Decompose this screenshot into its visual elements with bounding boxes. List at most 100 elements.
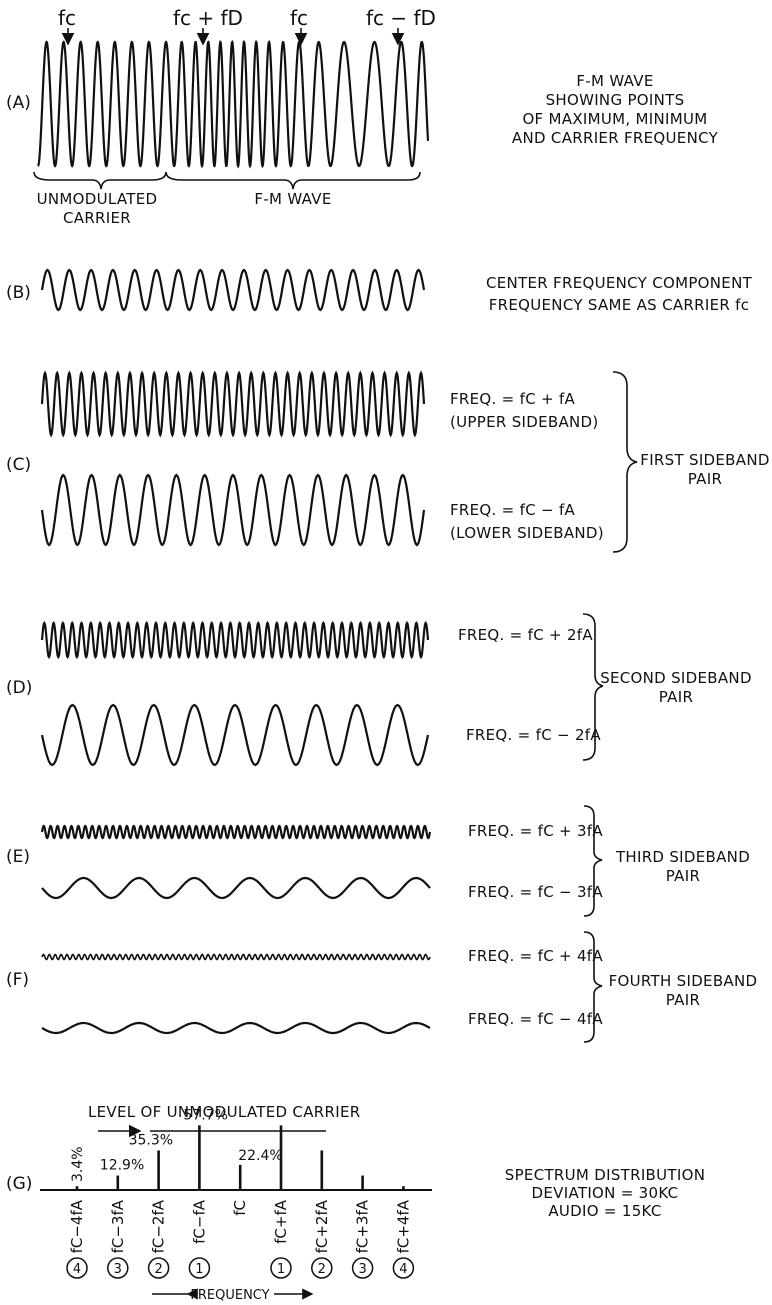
fm-wave-a [37,39,430,169]
spectrum-value-label-4: 22.4% [238,1148,282,1164]
lower-sideband-1-wave [40,473,426,547]
f-group-1: FOURTH SIDEBAND [609,972,758,990]
f-group-2: PAIR [666,991,700,1009]
order-number-7: 3 [358,1262,366,1277]
order-circle-8 [392,1257,415,1279]
caption-a-3: OF MAXIMUM, MINIMUM [522,110,707,128]
upper-sideband-1-wave [40,370,426,438]
f-upper-freq: FREQ. = fC + 4fA [468,947,603,965]
order-circle-2 [147,1257,170,1279]
caption-g-3: AUDIO = 15KC [548,1202,661,1220]
spectrum-value-label-3: 57.7% [183,1107,227,1123]
upper-sideband-4-wave [41,953,431,961]
panel-b-label: (B) [6,283,31,303]
d-group-2: PAIR [659,688,693,706]
spectrum-freq-label-6: fC+2fA [313,1199,331,1253]
order-number-3: 1 [195,1262,203,1277]
panel-e: (E) FREQ. = fC + 3fA FREQ. = fC − 3fA TH… [6,805,750,917]
marker-fc-2: fc [290,6,308,30]
spectrum-labels: 3.4% fC−4fA 4 12.9% fC−3fA 3 35.3% fC−2fA 2 57.7%… [66,1107,415,1279]
order-number-5: 1 [277,1262,285,1277]
order-number-8: 4 [399,1262,407,1277]
order-circle-6 [311,1257,333,1279]
order-circle-0 [66,1257,88,1279]
caption-g-2: DEVIATION = 30KC [532,1184,679,1202]
c-group-2: PAIR [688,470,722,488]
c-group-1: FIRST SIDEBAND [640,451,769,469]
center-frequency-wave [40,268,426,312]
c-upper-name: (UPPER SIDEBAND) [450,413,599,431]
spectrum-freq-label-7: fC+3fA [354,1199,372,1253]
caption-b-1: CENTER FREQUENCY COMPONENT [486,274,753,292]
frequency-axis-label: FREQUENCY [190,1288,269,1303]
e-lower-freq: FREQ. = fC − 3fA [468,883,603,901]
spectrum-freq-label-4: fC [231,1200,249,1216]
level-label: LEVEL OF UNMODULATED CARRIER [88,1103,360,1121]
order-number-2: 2 [154,1262,162,1277]
spectrum-freq-label-5: fC+fA [272,1199,290,1244]
brace-second-pair [582,613,604,761]
marker-fc-minus-fd: fc − fD [366,6,436,30]
spectrum-freq-label-2: fC−2fA [150,1199,168,1253]
brace-unmodulated [33,171,167,190]
brace-first-pair [612,371,638,553]
panel-b: (B) CENTER FREQUENCY COMPONENT FREQUENCY… [6,268,753,314]
order-circle-5 [270,1257,292,1279]
c-lower-freq: FREQ. = fC − fA [450,501,576,519]
order-circle-1 [107,1257,129,1279]
spectrum-freq-label-0: fC−4fA [68,1199,86,1253]
brace-fourth-pair [583,931,603,1043]
f-lower-freq: FREQ. = fC − 4fA [468,1010,603,1028]
c-lower-name: (LOWER SIDEBAND) [450,524,604,542]
brace-third-pair [583,805,603,917]
panel-g-label: (G) [6,1174,32,1194]
d-lower-freq: FREQ. = fC − 2fA [466,726,601,744]
panel-g: (G) LEVEL OF UNMODULATED CARRIER 3.4% fC−… [6,1103,705,1303]
order-circle-3 [188,1257,211,1279]
panel-d: (D) FREQ. = fC + 2fA FREQ. = fC − 2fA SE… [6,613,752,767]
unmodulated-label-1: UNMODULATED [37,190,158,208]
unmodulated-label-2: CARRIER [63,209,131,227]
caption-a-4: AND CARRIER FREQUENCY [512,129,719,147]
e-group-1: THIRD SIDEBAND [615,848,750,866]
spectrum-value-label-2: 35.3% [129,1132,173,1148]
spectrum-freq-label-8: fC+4fA [394,1199,412,1253]
panel-c-label: (C) [6,455,31,475]
spectrum-value-label-0: 3.4% [70,1146,86,1182]
order-circle-7 [351,1257,374,1279]
spectrum-value-label-1: 12.9% [100,1158,144,1174]
frequency-markers: fc fc + fD fc fc − fD [58,6,436,46]
upper-sideband-3-wave [40,824,432,840]
panel-d-label: (D) [6,678,32,698]
brace-fm-wave [165,171,421,190]
caption-b-2: FREQUENCY SAME AS CARRIER fc [489,296,750,314]
e-upper-freq: FREQ. = fC + 3fA [468,822,603,840]
panel-a-label: (A) [6,93,31,113]
panel-f: (F) FREQ. = fC + 4fA FREQ. = fC − 4fA FO… [6,931,758,1043]
lower-sideband-2-wave [40,703,430,767]
d-group-1: SECOND SIDEBAND [600,669,752,687]
lower-sideband-4-wave [41,1021,431,1035]
panel-a: (A) fc fc + fD fc fc − fD UNMODULATED CA… [6,6,719,227]
upper-sideband-2-wave [40,621,430,659]
lower-sideband-3-wave [41,876,431,900]
caption-g-1: SPECTRUM DISTRIBUTION [505,1166,705,1184]
fm-wave-label: F-M WAVE [254,190,331,208]
spectrum-freq-label-3: fC−fA [190,1199,208,1244]
spectrum-freq-label-1: fC−3fA [109,1199,127,1253]
c-upper-freq: FREQ. = fC + fA [450,390,576,408]
marker-fc-plus-fd: fc + fD [173,6,243,30]
order-number-0: 4 [73,1262,81,1277]
caption-a-1: F-M WAVE [576,72,653,90]
spectrum-lines [75,1125,405,1190]
marker-fc-1: fc [58,6,76,30]
panel-f-label: (F) [6,970,29,990]
order-number-1: 3 [114,1262,122,1277]
d-upper-freq: FREQ. = fC + 2fA [458,626,593,644]
panel-e-label: (E) [6,847,30,867]
caption-a-2: SHOWING POINTS [546,91,685,109]
e-group-2: PAIR [666,867,700,885]
order-number-6: 2 [318,1262,326,1277]
panel-c: (C) FREQ. = fC + fA (UPPER SIDEBAND) FRE… [6,370,769,553]
